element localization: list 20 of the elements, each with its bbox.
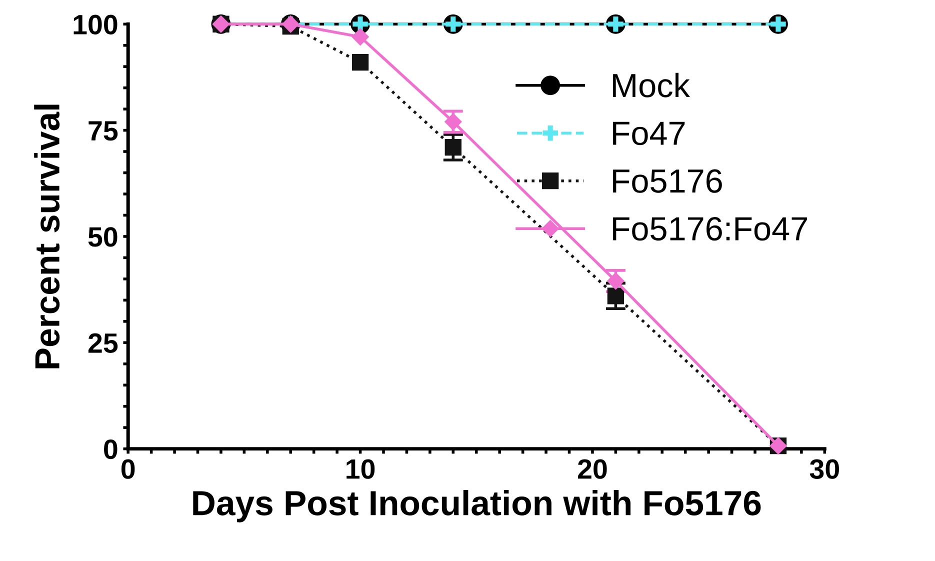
y-tick-label: 25 [88,333,118,353]
x-tick-label: 30 [810,459,839,479]
x-tick-label: 0 [121,459,135,479]
y-axis-title: Percent survival [34,104,60,368]
point [444,138,462,156]
y-tick-label: 50 [88,227,118,247]
x-axis-title: Days Post Inoculation with Fo5176 [193,490,761,522]
point [607,288,624,304]
y-tick-label: 0 [104,439,118,460]
point [606,272,625,290]
legend-label: Mock [613,72,690,98]
legend-label: Fo47 [613,122,685,146]
y-tick-label: 75 [88,121,118,141]
point [351,28,370,46]
legend-label: Fo5176:Fo47 [613,216,807,241]
legend-label: Fo5176 [613,169,722,193]
x-tick-label: 10 [346,459,375,479]
x-tick-label: 20 [578,459,607,479]
y-tick-label: 100 [74,14,118,34]
point [352,54,369,71]
